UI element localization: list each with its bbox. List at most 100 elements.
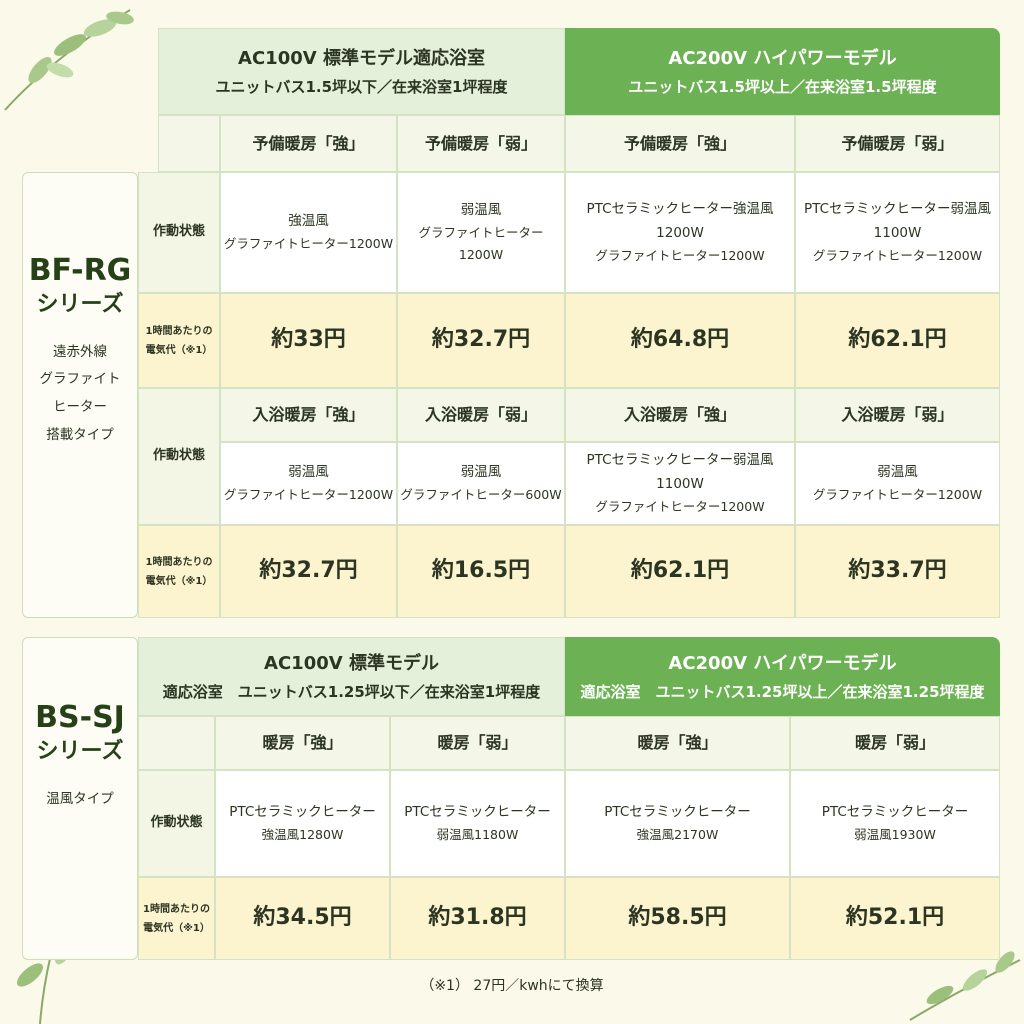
cost-cell: 約33.7円 [795,525,1000,618]
voltage-header: AC200V ハイパワーモデル 適応浴室 ユニットバス1.25坪以上／在来浴室1.… [565,637,1000,716]
series-label: BS-SJ シリーズ 温風タイプ [22,637,138,960]
header-title: AC200V ハイパワーモデル [668,652,897,674]
cell-text: 約32.7円 [259,558,358,584]
header-title: AC100V 標準モデル適応浴室 [238,47,485,69]
cell-text: 弱温風 [460,201,502,218]
footnote: （※1） 27円／kwhにて換算 [420,978,604,994]
cell-text: 約52.1円 [845,905,945,931]
cost-cell: 約62.1円 [565,525,795,618]
state-cell: 強温風 グラファイトヒーター1200W [220,172,397,293]
mode-cell: 入浴暖房「強」 [220,388,397,442]
cell-text: 暖房「強」 [637,733,718,752]
mode-cell: 暖房「強」 [215,716,390,770]
voltage-header: AC200V ハイパワーモデル ユニットバス1.5坪以上／在来浴室1.5坪程度 [565,28,1000,115]
series-description: 温風タイプ [46,790,114,807]
cell-text: 約33.7円 [848,558,947,584]
cell-text: 入浴暖房「弱」 [424,405,537,424]
row-label: 作動状態 [138,770,215,877]
cell-text: グラファイトヒーター1200W [223,487,394,503]
cell-text: 入浴暖房「弱」 [841,405,954,424]
cell-text: 弱温風1930W [854,827,936,843]
cell-text: PTCセラミックヒーター弱温風1100W [586,451,774,492]
state-cell: PTCセラミックヒーター 強温風2170W [565,770,790,877]
cell-text: 電気代（※1） [145,575,213,587]
cell-text: 作動状態 [150,815,203,831]
cell-text: PTCセラミックヒーター [229,803,376,820]
mode-cell: 入浴暖房「弱」 [795,388,1000,442]
cell-text: グラファイトヒーター1200W [812,248,983,264]
mode-cell: 暖房「強」 [565,716,790,770]
cell-text: 約64.8円 [630,327,730,353]
leaf-decoration [4,9,134,111]
cell-text: 弱温風 [460,463,502,480]
series-description: ヒーター [53,399,107,416]
header-title: AC100V 標準モデル [264,652,439,674]
state-cell: 弱温風 グラファイトヒーター600W [397,442,565,525]
cost-label: 1時間あたりの 電気代（※1） [138,877,215,960]
cost-cell: 約58.5円 [565,877,790,960]
cell-text: 弱温風 [288,463,329,480]
series-description: 搭載タイプ [46,426,114,443]
cell-text: PTCセラミックヒーター強温風1200W [586,200,774,241]
cell-text: 約31.8円 [428,905,527,931]
cell-text: グラファイトヒーター1200W [223,236,394,252]
cell-text: 暖房「強」 [262,733,343,752]
cell-text: 約16.5円 [431,558,531,584]
state-cell: PTCセラミックヒーター弱温風1100W グラファイトヒーター1200W [565,442,795,525]
cell-text: 1時間あたりの [145,556,213,568]
mode-cell: 暖房「弱」 [390,716,565,770]
cell-text: 約62.1円 [848,327,947,353]
mode-cell: 予備暖房「強」 [565,115,795,172]
cost-cell: 約52.1円 [790,877,1000,960]
state-cell: 弱温風グラファイトヒーター1200W [397,172,565,293]
mode-cell: 予備暖房「強」 [220,115,397,172]
cell-text: 1時間あたりの [145,325,213,337]
cell-text: 予備暖房「強」 [252,133,365,153]
cell-text: 約62.1円 [630,558,730,584]
series-description: グラファイト [39,371,121,388]
state-cell: 弱温風グラファイトヒーター1200W [220,442,397,525]
blank-cell [158,115,220,172]
cell-text: 入浴暖房「強」 [252,405,365,424]
series-name: BS-SJ [35,700,125,735]
state-cell: PTCセラミックヒーター強温風1200W グラファイトヒーター1200W [565,172,795,293]
mode-cell: 入浴暖房「弱」 [397,388,565,442]
cell-text: 約58.5円 [628,905,727,931]
cell-text: PTCセラミックヒーター [604,803,751,820]
series-name: BF-RG [28,253,132,288]
cost-cell: 約62.1円 [795,293,1000,388]
cost-cell: 約34.5円 [215,877,390,960]
voltage-header: AC100V 標準モデル適応浴室 ユニットバス1.5坪以下／在来浴室1坪程度 [158,28,565,115]
header-detail: ユニットバス1.5坪以上／在来浴室1.5坪程度 [628,78,937,97]
cell-text: 弱温風 [877,463,918,480]
mode-cell: 暖房「弱」 [790,716,1000,770]
cost-cell: 約33円 [220,293,397,388]
cost-label: 1時間あたりの 電気代（※1） [138,293,220,388]
cell-text: 約32.7円 [431,327,531,353]
cell-text: PTCセラミックヒーター [404,803,551,820]
mode-cell: 予備暖房「弱」 [397,115,565,172]
series-suffix: シリーズ [36,292,124,317]
row-label: 作動状態 [138,388,220,525]
cell-text: 作動状態 [152,448,205,464]
cell-text: グラファイトヒーター1200W [418,225,544,263]
cell-text: 予備暖房「強」 [623,133,736,153]
cell-text: 予備暖房「弱」 [841,133,954,153]
row-label: 作動状態 [138,172,220,293]
state-cell: PTCセラミックヒーター 弱温風1930W [790,770,1000,877]
header-detail: 適応浴室 ユニットバス1.25坪以下／在来浴室1坪程度 [162,683,541,702]
state-cell: PTCセラミックヒーター 弱温風1180W [390,770,565,877]
blank-cell [138,716,215,770]
cell-text: 暖房「弱」 [854,733,935,752]
cell-text: 電気代（※1） [145,344,213,356]
cost-cell: 約16.5円 [397,525,565,618]
cell-text: 約34.5円 [253,905,352,931]
state-cell: PTCセラミックヒーター弱温風1100W グラファイトヒーター1200W [795,172,1000,293]
cell-text: 約33円 [271,327,346,353]
leaf-decoration [909,951,1021,1021]
series-description: 遠赤外線 [53,343,107,360]
cell-text: 作動状態 [152,224,205,240]
cell-text: PTCセラミックヒーター弱温風1100W [803,200,992,241]
cost-cell: 約32.7円 [220,525,397,618]
